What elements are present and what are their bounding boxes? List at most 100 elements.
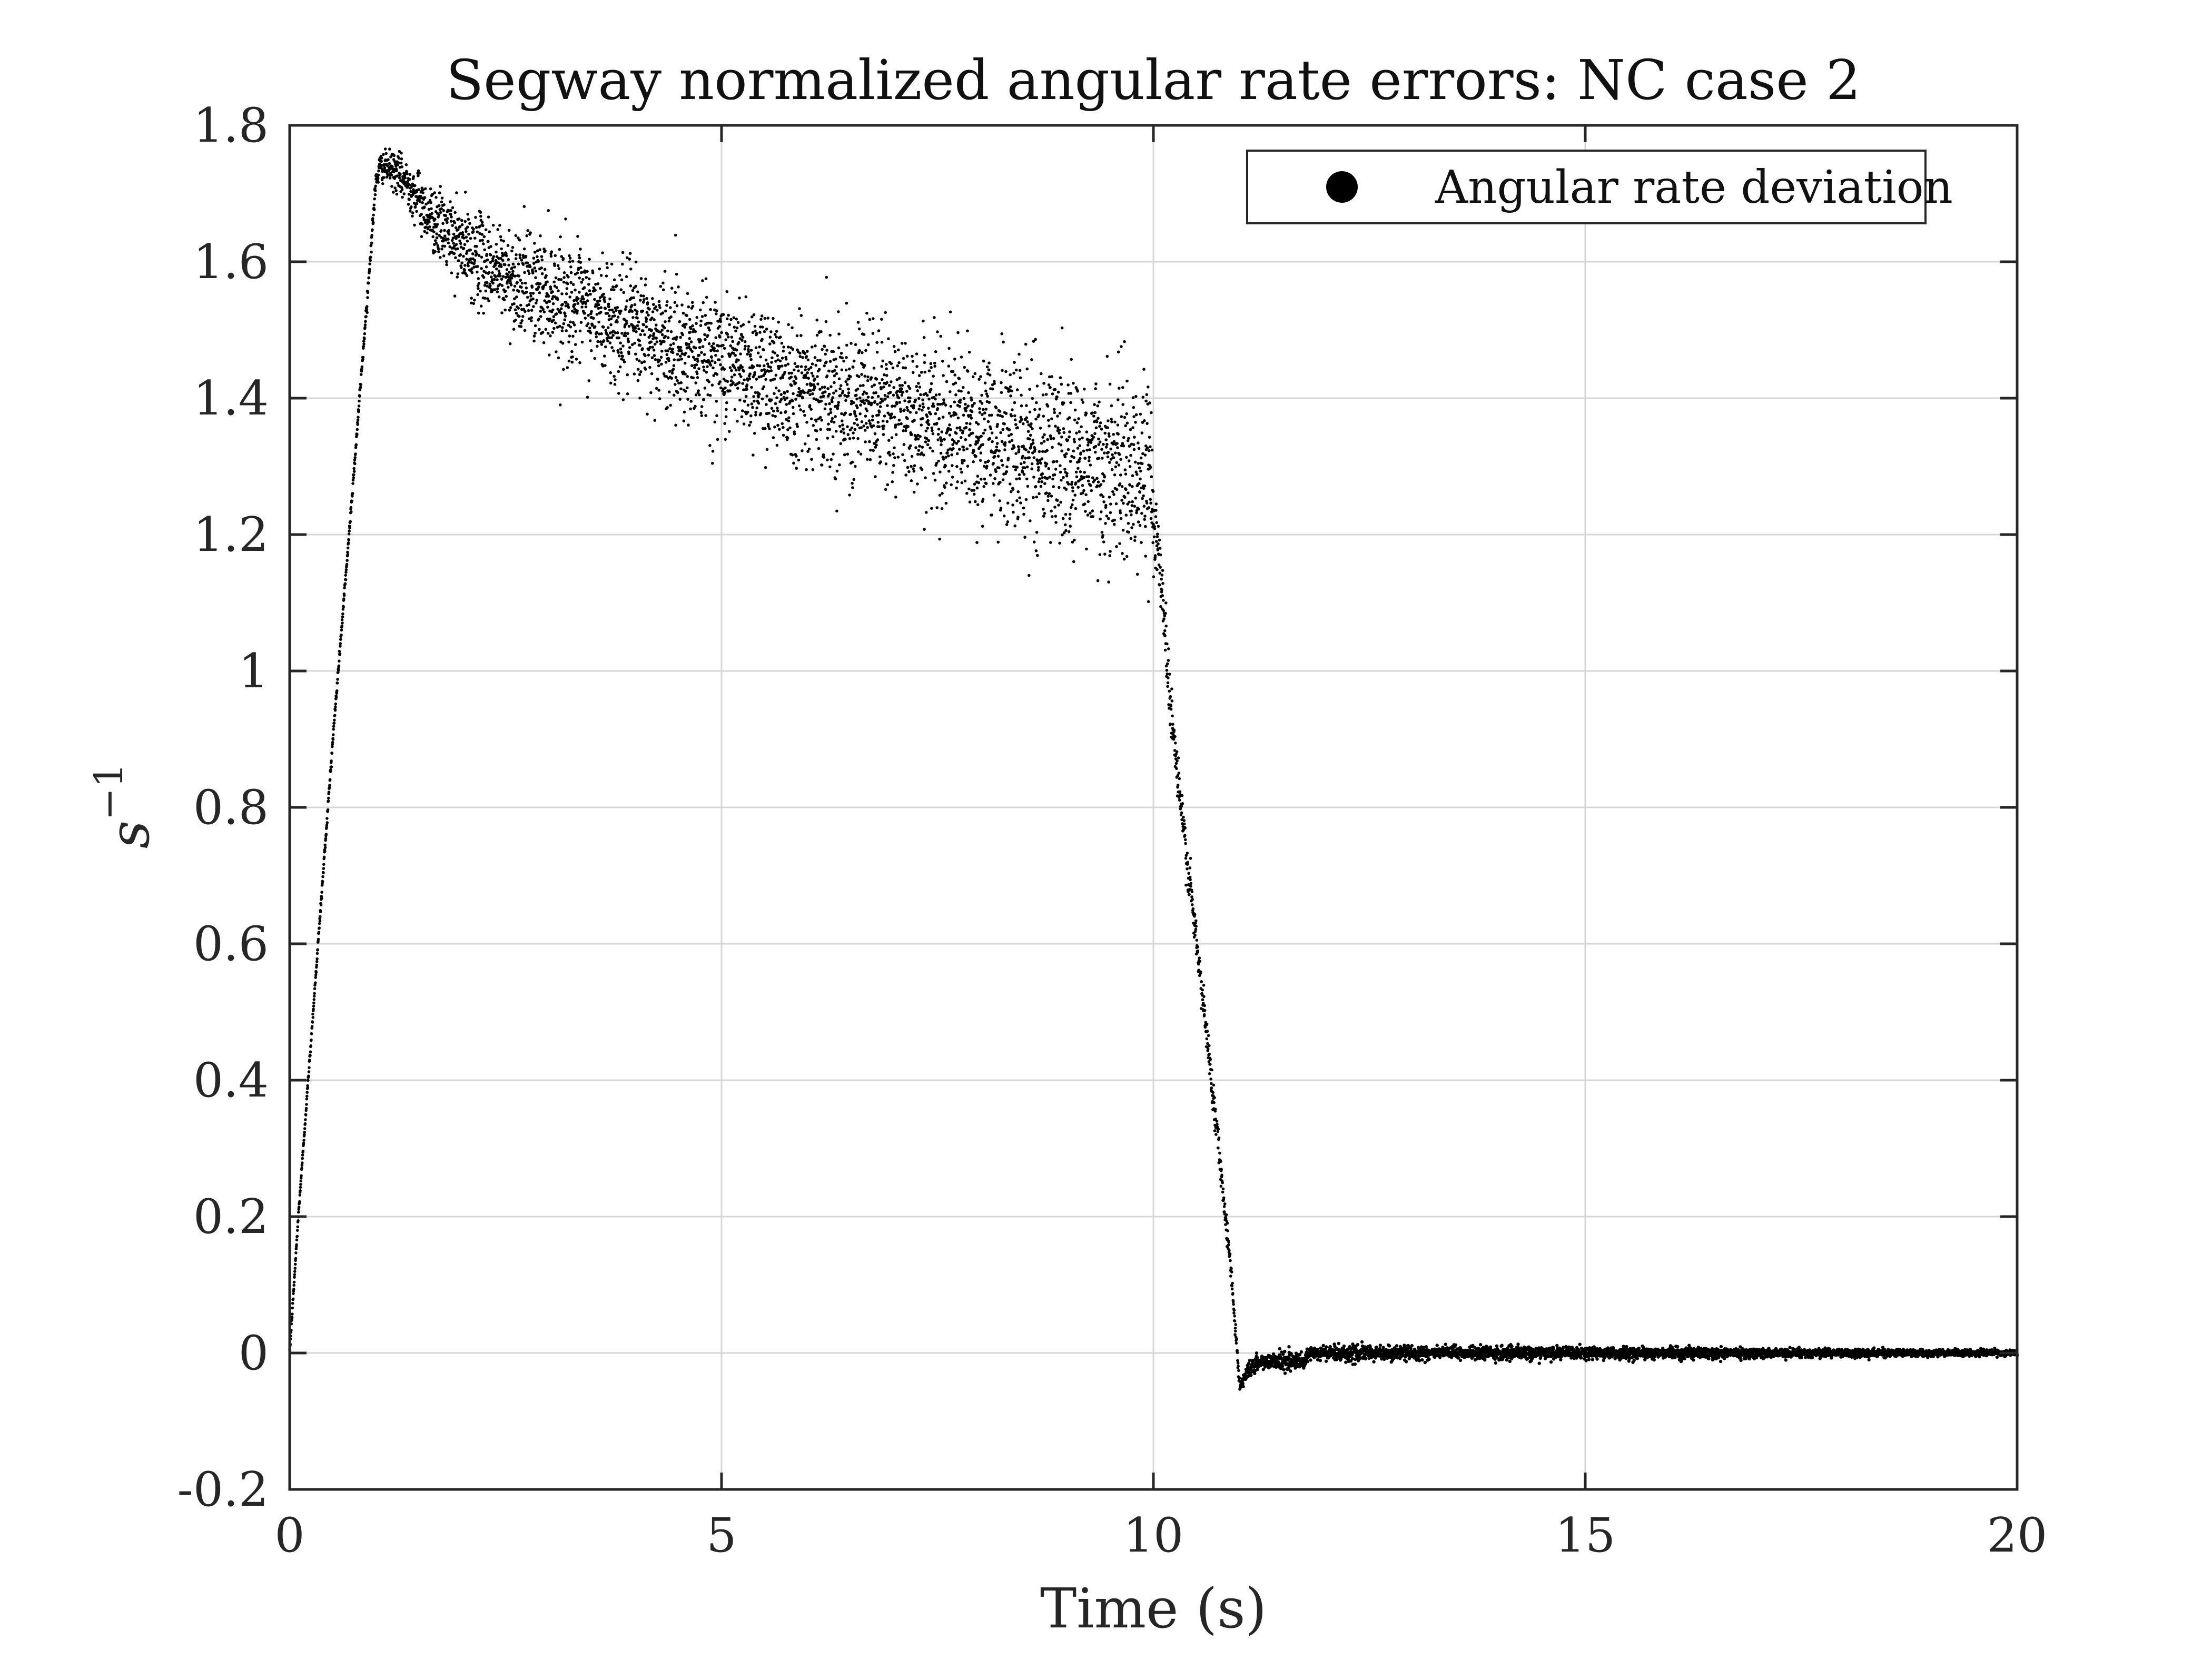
data-point: [1186, 861, 1189, 864]
data-point: [939, 470, 942, 473]
data-point: [1167, 647, 1170, 650]
data-point: [1009, 385, 1012, 389]
data-point: [1191, 898, 1194, 901]
data-point: [611, 330, 615, 333]
data-point: [947, 469, 951, 473]
data-point: [836, 403, 840, 407]
data-point: [1207, 1034, 1210, 1037]
data-point: [596, 344, 599, 348]
data-point: [782, 433, 785, 437]
data-point: [330, 759, 333, 763]
data-point: [609, 381, 613, 385]
data-point: [685, 322, 688, 326]
data-point: [684, 390, 687, 393]
data-point: [1154, 540, 1158, 543]
data-point: [669, 306, 672, 309]
data-point: [979, 375, 982, 378]
data-point: [728, 323, 731, 327]
data-point: [951, 370, 955, 373]
data-point: [659, 285, 663, 288]
data-point: [660, 329, 664, 332]
data-point: [944, 456, 947, 459]
data-point: [695, 372, 699, 376]
data-point: [1233, 1319, 1237, 1322]
data-point: [993, 455, 996, 458]
data-point: [912, 406, 915, 410]
data-point: [972, 450, 975, 453]
data-point: [1133, 460, 1137, 464]
data-point: [659, 330, 662, 334]
data-point: [740, 366, 744, 369]
data-point: [1325, 1345, 1328, 1349]
data-point: [947, 364, 951, 368]
data-point: [841, 389, 845, 393]
data-point: [993, 477, 996, 480]
data-point: [905, 354, 909, 358]
data-point: [1084, 510, 1087, 513]
data-point: [807, 377, 810, 380]
data-point: [919, 404, 922, 408]
data-point: [1010, 439, 1014, 442]
data-point: [1163, 614, 1167, 618]
data-point: [641, 329, 645, 332]
data-point: [853, 412, 856, 416]
data-point: [488, 230, 491, 233]
data-point: [996, 540, 1000, 544]
data-point: [650, 329, 653, 332]
data-point: [443, 244, 447, 248]
data-point: [556, 298, 559, 301]
data-point: [677, 285, 680, 289]
data-point: [1208, 1052, 1211, 1056]
data-point: [1000, 332, 1003, 335]
data-point: [826, 387, 829, 390]
data-point: [931, 429, 934, 432]
data-point: [786, 390, 789, 393]
data-point: [599, 274, 603, 277]
data-point: [1016, 426, 1019, 429]
data-point: [571, 283, 575, 287]
data-point: [315, 965, 318, 969]
data-point: [939, 451, 943, 455]
data-point: [1235, 1337, 1239, 1340]
data-point: [1149, 466, 1152, 469]
data-point: [1213, 1129, 1217, 1132]
data-point: [440, 200, 443, 204]
data-point: [963, 366, 966, 369]
data-point: [1223, 1202, 1227, 1206]
data-point: [744, 344, 747, 348]
data-point: [749, 420, 753, 424]
data-point: [617, 336, 620, 340]
data-point: [699, 339, 702, 342]
data-point: [781, 376, 784, 379]
data-point: [1110, 404, 1113, 408]
data-point: [1169, 707, 1173, 711]
data-point: [597, 320, 600, 324]
data-point: [1183, 826, 1187, 829]
data-point: [334, 702, 338, 706]
data-point: [865, 409, 869, 412]
data-point: [973, 372, 977, 376]
data-point: [407, 203, 410, 206]
data-point: [1133, 505, 1137, 508]
data-point: [467, 232, 470, 236]
data-point: [1038, 492, 1041, 496]
data-point: [920, 451, 923, 455]
data-point: [710, 355, 713, 359]
data-point: [1095, 484, 1099, 488]
data-point: [558, 403, 562, 407]
data-point: [589, 292, 592, 296]
data-point: [1111, 490, 1114, 493]
data-point: [562, 368, 565, 371]
data-point: [664, 309, 667, 313]
data-point: [619, 309, 623, 313]
data-point: [1055, 460, 1059, 463]
data-point: [661, 281, 665, 285]
data-point: [578, 256, 581, 260]
data-point: [565, 329, 568, 332]
data-point: [606, 339, 609, 343]
data-point: [313, 987, 317, 990]
data-point: [1081, 491, 1084, 495]
data-point: [773, 426, 776, 429]
data-point: [608, 308, 611, 312]
data-point: [669, 330, 673, 333]
